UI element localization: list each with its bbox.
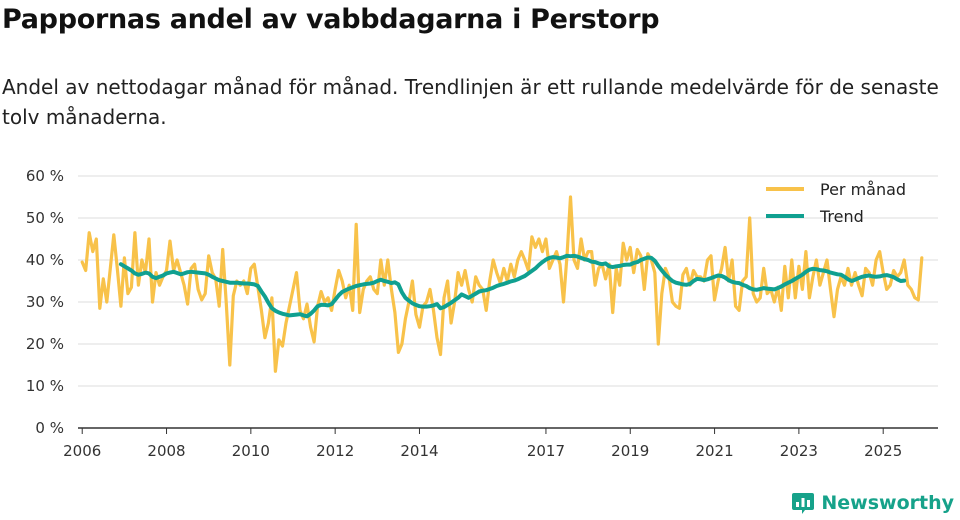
y-tick-label: 20 %: [26, 335, 64, 353]
x-tick-label: 2012: [316, 442, 354, 460]
x-tick-label: 2006: [63, 442, 101, 460]
x-tick-label: 2025: [864, 442, 902, 460]
x-tick-label: 2010: [232, 442, 270, 460]
y-tick-label: 10 %: [26, 377, 64, 395]
x-tick-label: 2023: [780, 442, 818, 460]
series-line-per-manad: [80, 195, 924, 373]
legend-label: Trend: [819, 207, 864, 226]
chart-subtitle: Andel av nettodagar månad för månad. Tre…: [2, 75, 939, 129]
x-tick-label: 2017: [527, 442, 565, 460]
x-tick-label: 2008: [147, 442, 185, 460]
brand-name: Newsworthy: [821, 492, 954, 514]
legend-label: Per månad: [820, 180, 906, 199]
legend: Per månad Trend: [766, 180, 906, 226]
chart-title: Pappornas andel av vabbdagarna i Perstor…: [2, 4, 660, 35]
series-line-trend: [118, 253, 907, 319]
x-tick-label: 2014: [400, 442, 438, 460]
y-tick-label: 40 %: [26, 251, 64, 269]
y-tick-label: 0 %: [35, 419, 64, 437]
x-tick-label: 2019: [611, 442, 649, 460]
y-tick-label: 50 %: [26, 209, 64, 227]
y-tick-label: 60 %: [26, 167, 64, 185]
y-tick-label: 30 %: [26, 293, 64, 311]
brand-logo: Newsworthy: [791, 488, 954, 518]
newsworthy-icon: [792, 493, 815, 514]
x-tick-label: 2021: [695, 442, 733, 460]
